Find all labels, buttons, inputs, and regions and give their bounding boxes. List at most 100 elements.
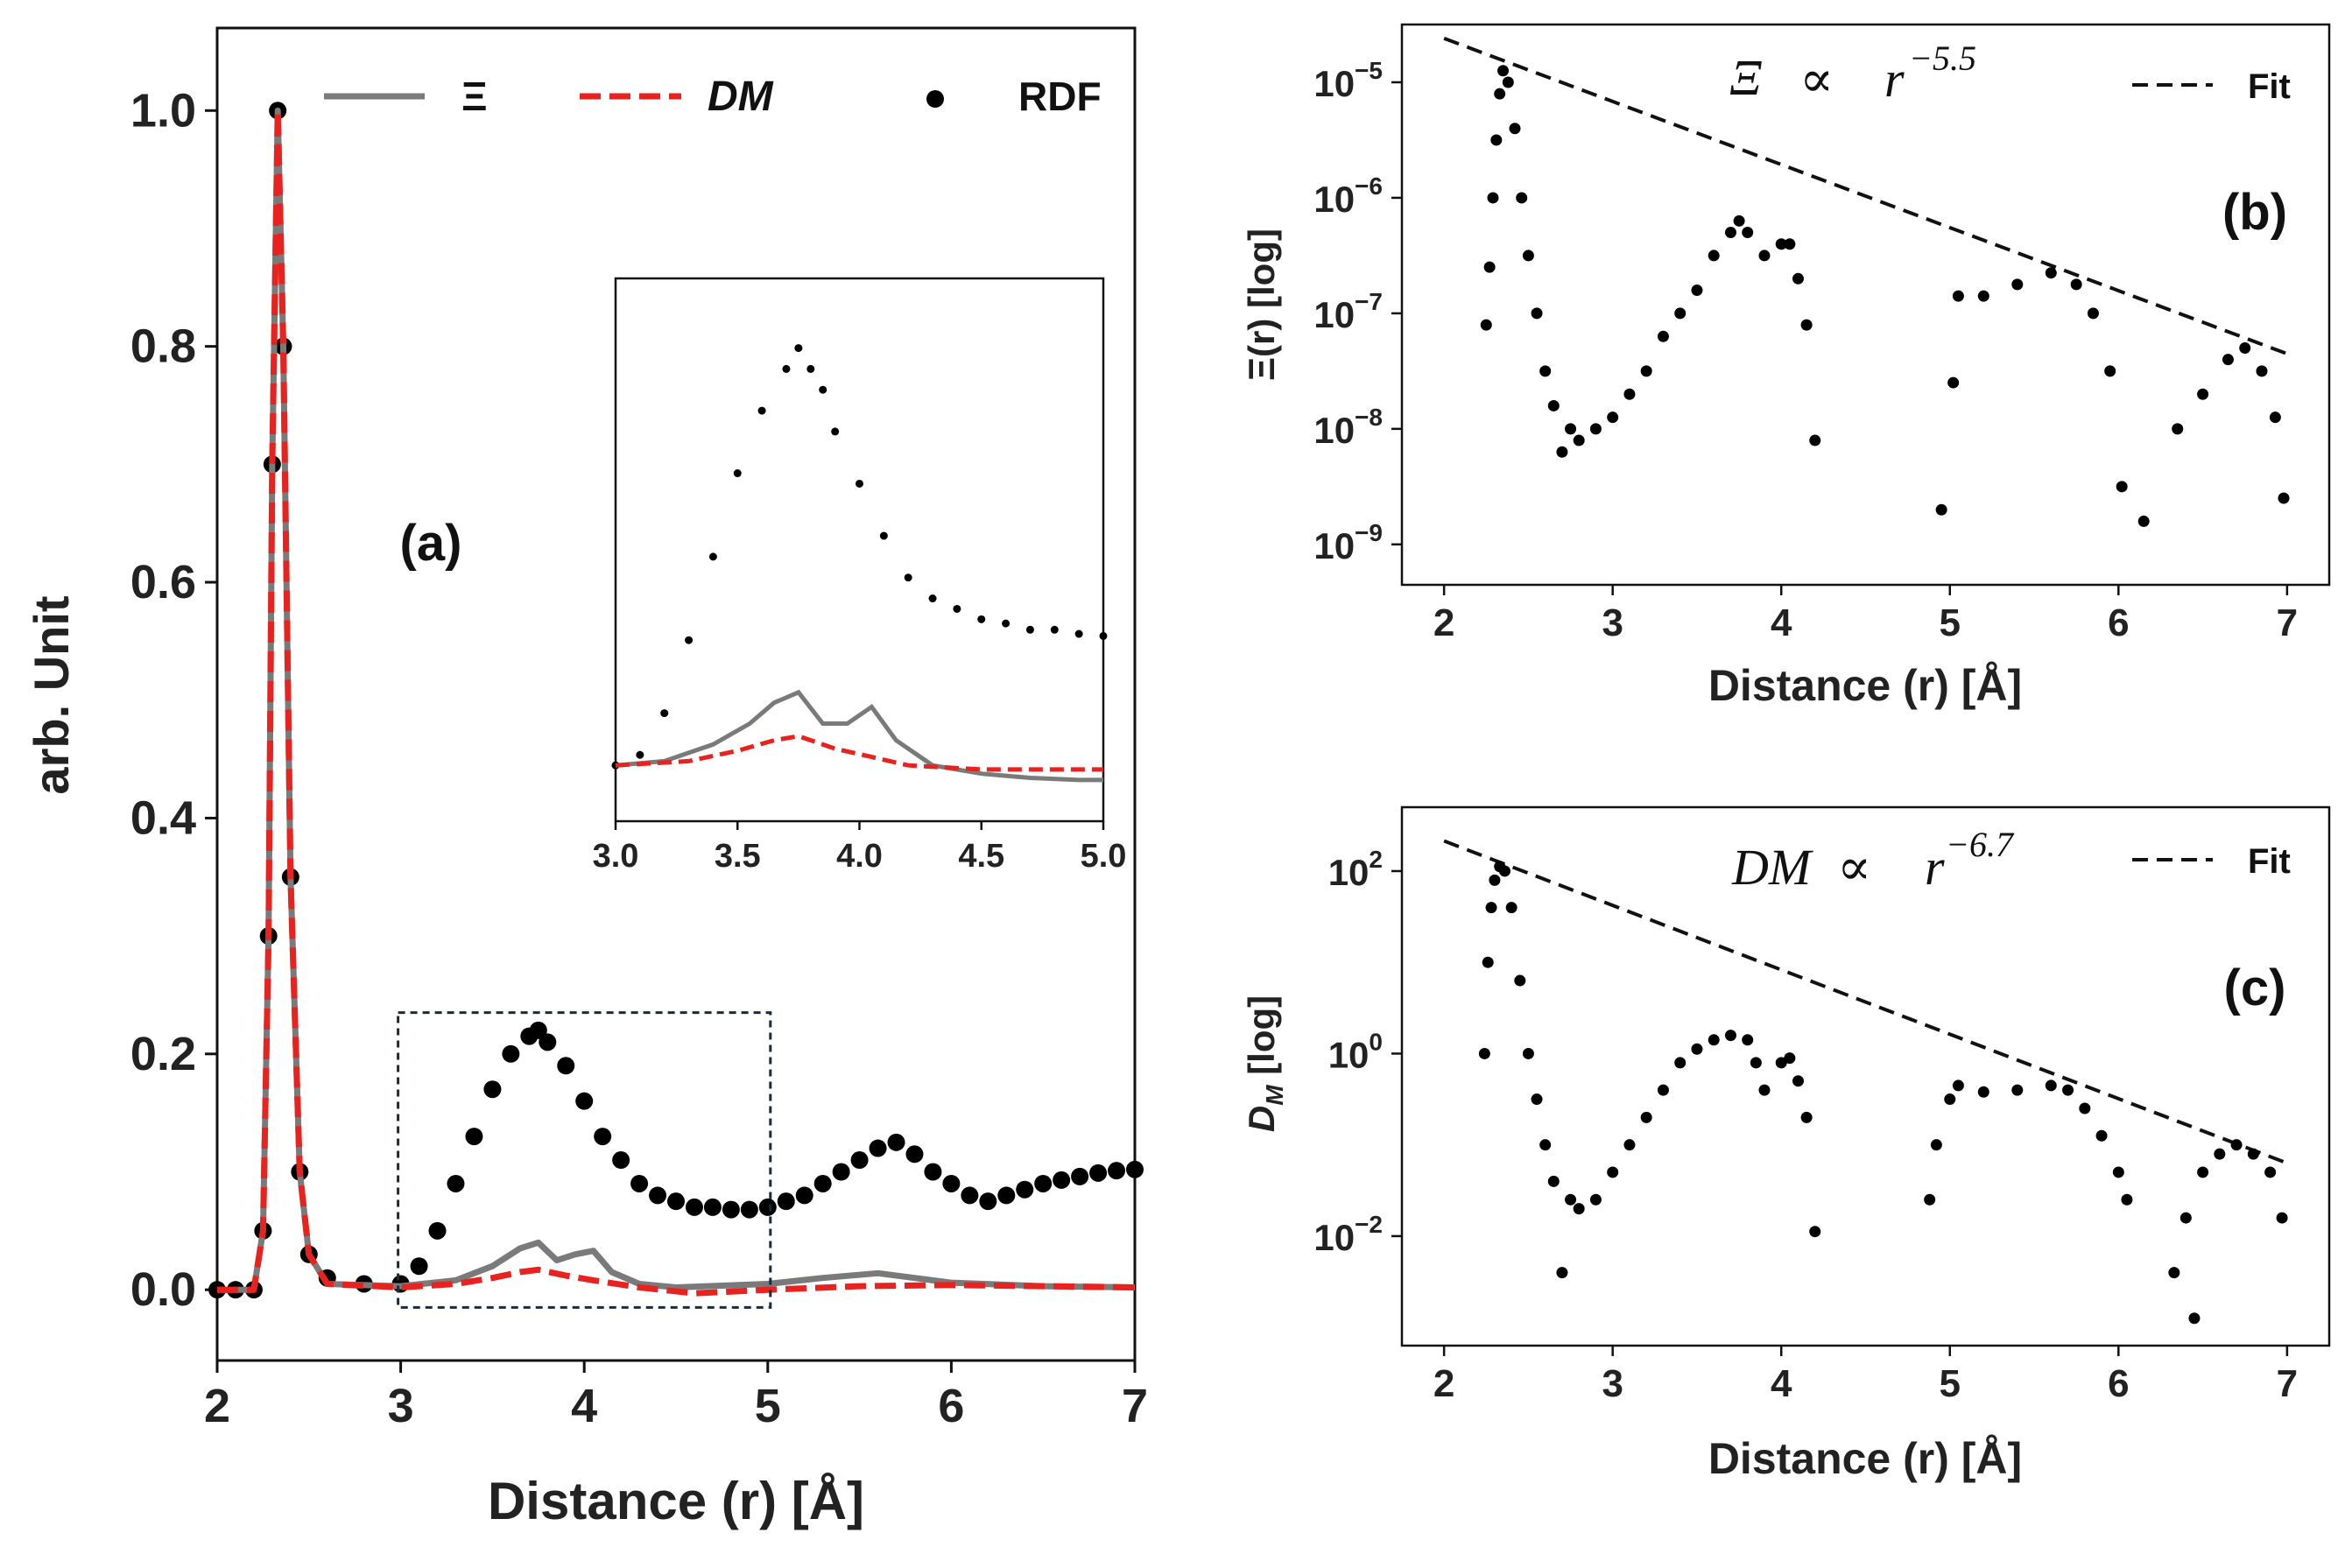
panel-c-point [1505,902,1518,914]
panel-c-point [1623,1139,1636,1151]
inset-rdf-point [953,604,961,613]
inset-xtick-label: 4.0 [836,838,883,875]
panel-b-point [1623,388,1636,400]
panel-b-point [1724,227,1736,239]
rdf-point [832,1163,850,1181]
inset-xi-line [615,689,1103,783]
panel-c-point [1522,1047,1534,1059]
inset-xtick-label: 3.5 [715,838,761,875]
panel-b-point [1947,376,1960,389]
panel-b-point [1657,330,1669,342]
panel-c-point [1724,1030,1736,1042]
panel-c-point [1657,1084,1669,1096]
panel-b-point [2172,423,2184,435]
inset-rdf-point [733,469,742,478]
inset-rdf-point [819,385,827,394]
inset-rdf-point [794,344,803,353]
panel-c-point [2045,1079,2057,1092]
panel-a-xtick-label: 4 [571,1380,597,1432]
rdf-point [1053,1171,1071,1189]
legend-dm-label: DM [708,74,774,120]
panel-c-point [2247,1148,2259,1160]
panel-b-point [1792,272,1804,285]
panel-c-ylabel-sub: M [1261,1085,1288,1106]
panel-c-point [1784,1052,1796,1065]
rdf-point [905,1145,924,1164]
inset-background [614,277,1105,823]
rdf-point [612,1151,630,1170]
panel-c-fit [1443,839,2288,1165]
panel-b-xtick-label: 3 [1602,601,1623,644]
panel-c-point [1742,1034,1754,1046]
panel-c-annotation-prop: ∝ [1837,839,1871,896]
panel-c-point [1565,1193,1577,1206]
panel-b-point [2045,267,2057,279]
panel-c-point [1607,1166,1619,1178]
panel-a-legend: Ξ DM RDF [324,74,1102,120]
panel-b-point [2070,278,2082,291]
panel-c-point [1589,1193,1602,1206]
rdf-point [529,1021,547,1039]
panel-b-point [1640,365,1652,377]
panel-b-point [1487,192,1499,204]
rdf-point [1089,1164,1108,1182]
panel-c-point [2179,1212,2192,1224]
dm-line [217,107,1136,1297]
panel-b-point [2239,341,2251,354]
rdf-point [703,1198,722,1216]
panel-b-point [1775,238,1787,250]
panel-a-xtick-label: 3 [388,1380,414,1432]
panel-c-fit-legend: Fit [2132,842,2291,881]
panel-b-point [1522,250,1534,262]
panel-c-point [2095,1129,2108,1142]
panel-b-fit-line [1443,36,2288,355]
panel-b-point [1480,319,1492,331]
panel-c-point [1485,902,1497,914]
panel-b-ytick-label: 10−5 [1313,57,1383,104]
panel-b-xtick-label: 7 [2277,601,2298,644]
panel-c-annotation-r: r [1925,839,1945,896]
panel-c-annotation-exp: −6.7 [1946,825,2015,864]
inset-rdf-point [660,709,669,718]
rdf-point [758,1198,777,1216]
panel-c-x-ticks: 2 3 4 5 6 7 [1433,1346,2298,1405]
panel-a-xtick-label: 2 [204,1380,230,1432]
panel-c-ylabel: DM [log] [1241,995,1288,1132]
panel-b-ytick-label: 10−7 [1313,288,1383,335]
inset-rdf-point [1099,631,1108,640]
panel-c-tag: (c) [2224,960,2286,1016]
inset-rdf-point [806,364,815,373]
panel-c-ytick-label: 10−2 [1313,1211,1383,1258]
panel-b-xlabel: Distance (r) [Å] [1708,661,2022,710]
panel-b-frame [1400,23,2331,587]
panel-c-point [1708,1034,1720,1046]
panel-c-point [1498,865,1510,877]
rdf-point [649,1186,667,1205]
panel-c-point [1800,1111,1813,1123]
panel-b-ytick-label: 10−6 [1313,172,1383,220]
panel-a-ytick-label: 0.2 [130,1028,196,1080]
panel-c-point [2197,1166,2209,1178]
panel-b: 2 3 4 5 6 7 10−5 10−6 10−7 10−8 10−9 Distance (r)… [1241,23,2331,710]
panel-c-point [2168,1267,2180,1279]
inset-rdf-point [977,615,986,623]
legend-rdf-label: RDF [1018,74,1102,119]
panel-b-annotation-r: r [1884,51,1905,108]
panel-b-point [2222,354,2234,366]
panel-b-point [1935,503,1947,516]
panel-b-point [1531,307,1543,320]
panel-a-x-ticks: 2 3 4 5 6 7 [204,1361,1148,1432]
panel-a-ytick-label: 0.8 [130,320,196,373]
panel-c-point [2121,1193,2133,1206]
panel-a-series [208,102,1144,1299]
panel-b-tag: (b) [2222,184,2287,241]
inset-rdf-point [928,594,937,603]
inset-rdf-point [879,531,888,540]
panel-c-xtick-label: 4 [1771,1362,1792,1405]
rdf-point [979,1192,997,1211]
panel-c-y-ticks: 102 100 10−2 [1313,846,1402,1258]
panel-b-point [1573,434,1585,446]
panel-a-xtick-label: 7 [1122,1380,1148,1432]
panel-c-xtick-label: 2 [1433,1362,1454,1405]
rdf-point [502,1044,520,1063]
